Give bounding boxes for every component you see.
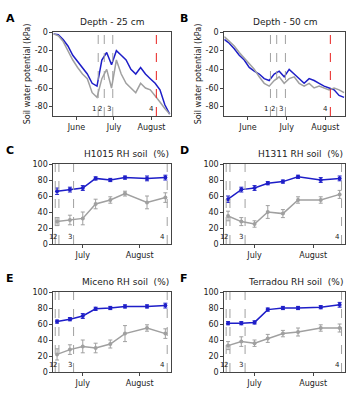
svg-text:E: E bbox=[6, 272, 14, 285]
svg-text:Depth - 50 cm: Depth - 50 cm bbox=[253, 17, 317, 27]
svg-text:July: July bbox=[246, 379, 262, 388]
svg-text:August: August bbox=[311, 123, 339, 132]
svg-text:3: 3 bbox=[279, 105, 283, 113]
svg-text:July: July bbox=[75, 251, 91, 260]
svg-text:3: 3 bbox=[239, 233, 243, 241]
svg-text:July: July bbox=[106, 123, 122, 132]
svg-text:-20: -20 bbox=[206, 46, 219, 55]
svg-text:4: 4 bbox=[149, 105, 154, 113]
svg-text:20: 20 bbox=[38, 352, 48, 361]
svg-text:100: 100 bbox=[203, 288, 218, 297]
svg-text:D: D bbox=[180, 144, 189, 157]
svg-text:0: 0 bbox=[43, 240, 48, 249]
svg-text:H1015 RH soil (%): H1015 RH soil (%) bbox=[84, 149, 169, 159]
svg-text:20: 20 bbox=[208, 352, 218, 361]
svg-text:4: 4 bbox=[335, 361, 340, 369]
svg-text:1: 1 bbox=[92, 105, 96, 113]
svg-text:H1311 RH soil (%): H1311 RH soil (%) bbox=[258, 149, 343, 159]
svg-text:B: B bbox=[180, 12, 188, 25]
svg-text:0: 0 bbox=[214, 240, 219, 249]
svg-text:1: 1 bbox=[49, 233, 53, 241]
svg-text:40: 40 bbox=[38, 208, 48, 217]
svg-text:Miceno RH soil (%): Miceno RH soil (%) bbox=[82, 277, 169, 287]
svg-text:100: 100 bbox=[33, 288, 48, 297]
svg-text:80: 80 bbox=[208, 176, 218, 185]
svg-text:0: 0 bbox=[214, 368, 219, 377]
svg-text:40: 40 bbox=[38, 336, 48, 345]
svg-text:1: 1 bbox=[49, 361, 53, 369]
svg-text:4: 4 bbox=[323, 105, 328, 113]
svg-text:1: 1 bbox=[220, 233, 224, 241]
svg-text:0: 0 bbox=[214, 28, 219, 37]
svg-text:100: 100 bbox=[33, 160, 48, 169]
svg-text:3: 3 bbox=[68, 361, 72, 369]
svg-text:40: 40 bbox=[208, 208, 218, 217]
svg-text:Terradou RH soil (%): Terradou RH soil (%) bbox=[248, 277, 343, 287]
svg-text:3: 3 bbox=[239, 361, 243, 369]
svg-text:4: 4 bbox=[160, 361, 165, 369]
svg-text:C: C bbox=[6, 144, 14, 157]
svg-text:F: F bbox=[180, 272, 188, 285]
svg-text:80: 80 bbox=[38, 304, 48, 313]
svg-text:60: 60 bbox=[208, 320, 218, 329]
svg-text:20: 20 bbox=[208, 224, 218, 233]
svg-text:Soil water potential (kPa): Soil water potential (kPa) bbox=[23, 24, 32, 125]
svg-text:-80: -80 bbox=[35, 102, 48, 111]
svg-text:0: 0 bbox=[43, 28, 48, 37]
svg-text:60: 60 bbox=[38, 320, 48, 329]
svg-text:June: June bbox=[67, 123, 86, 132]
svg-text:-80: -80 bbox=[206, 102, 219, 111]
svg-text:60: 60 bbox=[208, 192, 218, 201]
svg-text:4: 4 bbox=[335, 233, 340, 241]
svg-text:Soil water potential (kPa): Soil water potential (kPa) bbox=[194, 24, 203, 125]
svg-text:August: August bbox=[138, 123, 166, 132]
svg-text:August: August bbox=[299, 379, 327, 388]
svg-text:-40: -40 bbox=[35, 65, 48, 74]
svg-text:40: 40 bbox=[208, 336, 218, 345]
svg-text:80: 80 bbox=[38, 176, 48, 185]
svg-text:2: 2 bbox=[98, 105, 102, 113]
svg-text:2: 2 bbox=[224, 233, 228, 241]
svg-text:80: 80 bbox=[208, 304, 218, 313]
svg-text:1: 1 bbox=[220, 361, 224, 369]
svg-text:4: 4 bbox=[160, 233, 165, 241]
svg-text:100: 100 bbox=[203, 160, 218, 169]
svg-text:June: June bbox=[238, 123, 256, 132]
svg-text:2: 2 bbox=[53, 233, 57, 241]
svg-text:-60: -60 bbox=[206, 84, 219, 93]
svg-text:July: July bbox=[278, 123, 294, 132]
svg-text:0: 0 bbox=[43, 368, 48, 377]
svg-text:August: August bbox=[126, 251, 154, 260]
svg-text:2: 2 bbox=[53, 361, 57, 369]
svg-text:-60: -60 bbox=[35, 84, 48, 93]
svg-text:3: 3 bbox=[107, 105, 111, 113]
svg-text:2: 2 bbox=[224, 361, 228, 369]
svg-text:2: 2 bbox=[271, 105, 275, 113]
svg-text:3: 3 bbox=[68, 233, 72, 241]
svg-text:August: August bbox=[126, 379, 154, 388]
svg-text:1: 1 bbox=[264, 105, 268, 113]
svg-text:Depth - 25 cm: Depth - 25 cm bbox=[80, 17, 144, 27]
svg-text:60: 60 bbox=[38, 192, 48, 201]
svg-text:July: July bbox=[246, 251, 262, 260]
svg-text:-20: -20 bbox=[35, 46, 48, 55]
svg-text:August: August bbox=[299, 251, 327, 260]
svg-text:July: July bbox=[75, 379, 91, 388]
svg-text:-40: -40 bbox=[206, 65, 219, 74]
svg-text:20: 20 bbox=[38, 224, 48, 233]
svg-text:A: A bbox=[6, 12, 15, 25]
